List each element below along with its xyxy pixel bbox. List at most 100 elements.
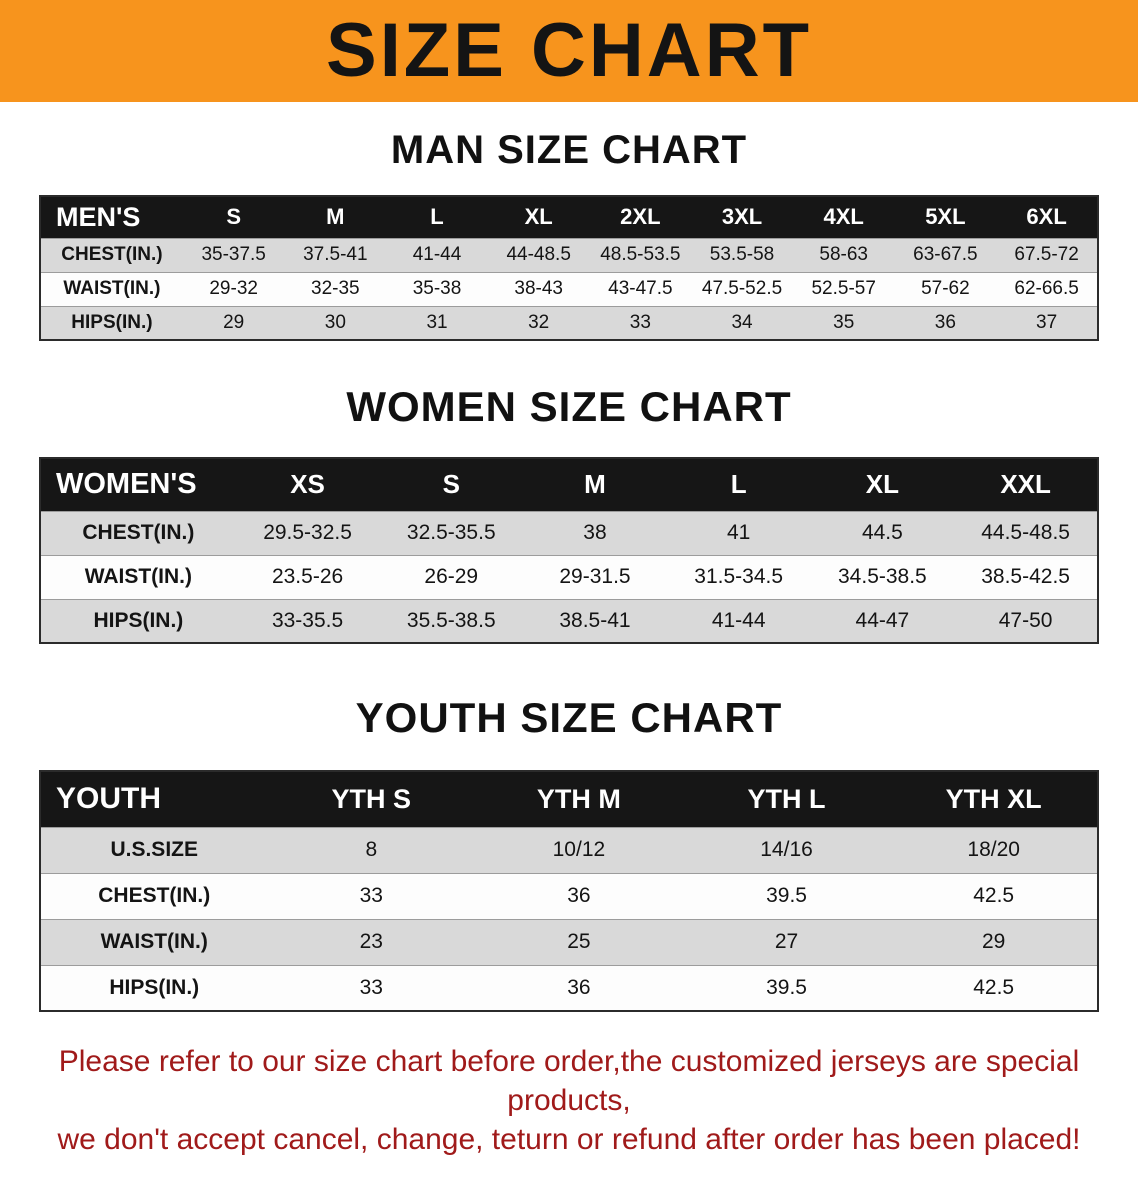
size-column-header: 4XL [792,195,895,238]
table-header-row: MEN'S S M L XL 2XL 3XL 4XL 5XL 6XL [40,195,1098,238]
size-value-cell: 38-43 [487,271,590,306]
table-row: WAIST(IN.) 29-32 32-35 35-38 38-43 43-47.5 47.… [40,271,1098,306]
size-value-cell: 41-44 [386,237,488,272]
size-value-cell: 34 [691,305,793,340]
size-value-cell: 34.5-38.5 [810,554,955,599]
size-value-cell: 33 [267,964,476,1011]
size-value-cell: 44-47 [810,598,955,643]
disclaimer-note: Please refer to our size chart before or… [0,1012,1138,1183]
size-column-header: 3XL [691,195,793,238]
table-row: U.S.SIZE 8 10/12 14/16 18/20 [40,826,1098,873]
size-column-header: S [182,195,285,238]
table-category-header: WOMEN'S [40,457,236,511]
size-column-header: YTH M [475,770,683,827]
size-value-cell: 29.5-32.5 [235,510,380,555]
youth-size-table: YOUTH YTH S YTH M YTH L YTH XL U.S.SIZE 8 10/12… [39,770,1099,1012]
size-value-cell: 36 [475,872,683,919]
size-value-cell: 39.5 [682,964,891,1011]
women-size-section: WOMEN SIZE CHART WOMEN'S XS S M L XL XXL CHEST(… [0,341,1138,644]
size-value-cell: 33 [267,872,476,919]
size-value-cell: 58-63 [792,237,895,272]
size-column-header: 6XL [996,195,1098,238]
size-value-cell: 38 [523,510,667,555]
size-chart-banner: SIZE CHART [0,0,1138,102]
size-value-cell: 38.5-41 [523,598,667,643]
size-column-header: S [379,457,524,511]
row-label: HIPS(IN.) [40,305,183,340]
row-label: U.S.SIZE [40,826,268,873]
size-value-cell: 8 [267,826,476,873]
size-value-cell: 23 [267,918,476,965]
size-value-cell: 38.5-42.5 [954,554,1098,599]
table-row: HIPS(IN.) 33 36 39.5 42.5 [40,964,1098,1011]
row-label: HIPS(IN.) [40,964,268,1011]
table-row: HIPS(IN.) 33-35.5 35.5-38.5 38.5-41 41-44 44-… [40,598,1098,643]
size-column-header: 5XL [894,195,997,238]
table-row: CHEST(IN.) 29.5-32.5 32.5-35.5 38 41 44.5 44.5… [40,510,1098,555]
size-column-header: YTH L [682,770,891,827]
size-value-cell: 32-35 [284,271,387,306]
row-label: WAIST(IN.) [40,554,236,599]
size-value-cell: 29 [890,918,1098,965]
size-value-cell: 25 [475,918,683,965]
size-column-header: L [666,457,811,511]
size-value-cell: 30 [284,305,387,340]
table-row: WAIST(IN.) 23 25 27 29 [40,918,1098,965]
size-column-header: XL [810,457,955,511]
size-value-cell: 41 [666,510,811,555]
women-size-table: WOMEN'S XS S M L XL XXL CHEST(IN.) 29.5-32.5 32.5… [39,457,1099,644]
size-value-cell: 37.5-41 [284,237,387,272]
size-value-cell: 29-31.5 [523,554,667,599]
youth-size-heading: YOUTH SIZE CHART [355,694,783,741]
size-value-cell: 42.5 [890,872,1098,919]
size-value-cell: 44-48.5 [487,237,590,272]
table-category-header: YOUTH [40,770,268,827]
size-value-cell: 43-47.5 [589,271,692,306]
size-value-cell: 53.5-58 [691,237,793,272]
size-value-cell: 36 [475,964,683,1011]
size-value-cell: 18/20 [890,826,1098,873]
size-value-cell: 27 [682,918,891,965]
disclaimer-line-1: Please refer to our size chart before or… [58,1045,1080,1117]
row-label: WAIST(IN.) [40,918,268,965]
table-header-row: YOUTH YTH S YTH M YTH L YTH XL [40,770,1098,827]
size-value-cell: 47.5-52.5 [691,271,793,306]
size-column-header: M [523,457,667,511]
size-value-cell: 33 [589,305,692,340]
size-value-cell: 32 [487,305,590,340]
size-column-header: 2XL [589,195,692,238]
size-value-cell: 29-32 [182,271,285,306]
row-label: HIPS(IN.) [40,598,236,643]
table-row: HIPS(IN.) 29 30 31 32 33 34 35 36 37 [40,305,1098,340]
size-value-cell: 35.5-38.5 [379,598,524,643]
row-label: CHEST(IN.) [40,872,268,919]
size-column-header: XXL [954,457,1098,511]
row-label: CHEST(IN.) [40,510,236,555]
size-value-cell: 44.5 [810,510,955,555]
size-value-cell: 47-50 [954,598,1098,643]
size-value-cell: 36 [894,305,997,340]
size-value-cell: 35-37.5 [182,237,285,272]
size-column-header: XL [487,195,590,238]
table-category-header: MEN'S [40,195,183,238]
row-label: CHEST(IN.) [40,237,183,272]
size-value-cell: 62-66.5 [996,271,1098,306]
size-column-header: L [386,195,488,238]
size-value-cell: 26-29 [379,554,524,599]
size-value-cell: 10/12 [475,826,683,873]
size-value-cell: 52.5-57 [792,271,895,306]
size-value-cell: 37 [996,305,1098,340]
size-value-cell: 31.5-34.5 [666,554,811,599]
size-value-cell: 44.5-48.5 [954,510,1098,555]
size-value-cell: 29 [182,305,285,340]
men-size-table: MEN'S S M L XL 2XL 3XL 4XL 5XL 6XL CHEST(IN.) 35-37… [39,195,1099,341]
size-value-cell: 33-35.5 [235,598,380,643]
size-value-cell: 63-67.5 [894,237,997,272]
youth-size-section: YOUTH SIZE CHART YOUTH YTH S YTH M YTH L YTH… [0,644,1138,1012]
size-value-cell: 32.5-35.5 [379,510,524,555]
size-value-cell: 14/16 [682,826,891,873]
men-size-heading: MAN SIZE CHART [390,128,748,172]
size-value-cell: 31 [386,305,488,340]
size-column-header: YTH S [267,770,476,827]
size-value-cell: 48.5-53.5 [589,237,692,272]
